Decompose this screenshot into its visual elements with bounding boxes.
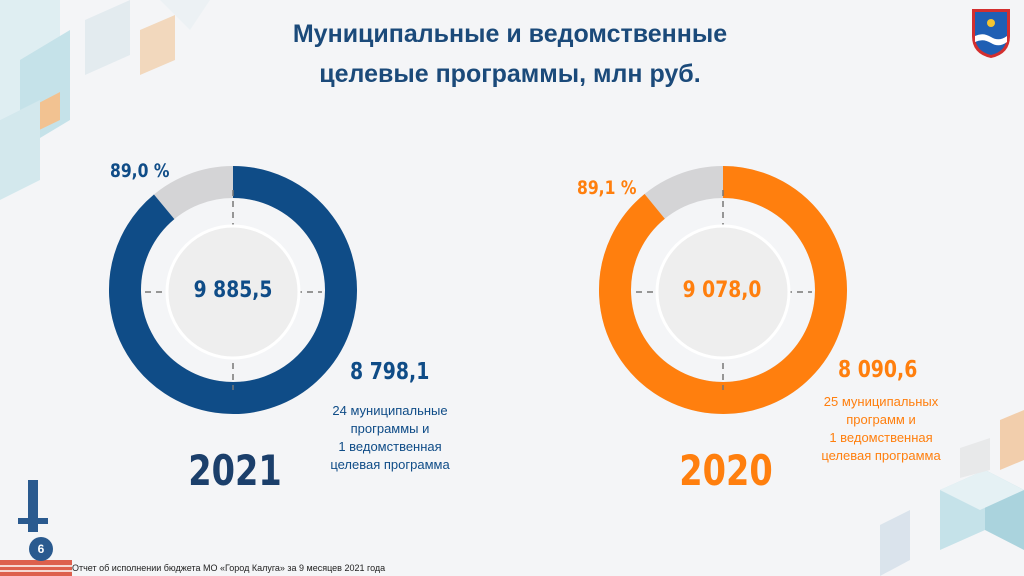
donut-arc-2020 [599,166,847,414]
page-title: Муниципальные и ведомственные целевые пр… [200,14,820,94]
year-label-2020: 2020 [679,446,773,495]
center-disc-2020 [655,224,791,360]
page-number-badge: 6 [29,537,53,561]
note-line: 1 ведомственная [338,439,442,454]
city-coat-of-arms-icon [972,9,1010,58]
year-label-2021: 2021 [188,446,282,495]
note-line: 1 ведомственная [829,430,933,445]
title-line-2: целевые программы, млн руб. [319,60,701,88]
note-line: программы и [350,421,430,436]
programs-note-2021: 24 муниципальные программы и 1 ведомстве… [305,402,475,474]
total-value-2021: 9 885,5 [193,278,273,303]
executed-value-2021: 8 798,1 [350,359,430,385]
note-line: программ и [846,412,916,427]
executed-value-2020: 8 090,6 [838,357,918,383]
total-value-2020: 9 078,0 [682,278,762,303]
footer-text: Отчет об исполнении бюджета МО «Город Ка… [72,563,386,573]
note-line: целевая программа [330,457,450,472]
percent-label-2020: 89,1 % [577,177,637,199]
percent-label-2021: 89,0 % [110,160,170,182]
center-disc-2021 [165,224,301,360]
note-line: целевая программа [821,448,941,463]
programs-note-2020: 25 муниципальных программ и 1 ведомствен… [796,393,966,465]
donut-arc-2021 [109,166,357,414]
note-line: 25 муниципальных [823,394,939,409]
note-line: 24 муниципальные [332,403,448,418]
title-line-1: Муниципальные и ведомственные [292,20,728,48]
